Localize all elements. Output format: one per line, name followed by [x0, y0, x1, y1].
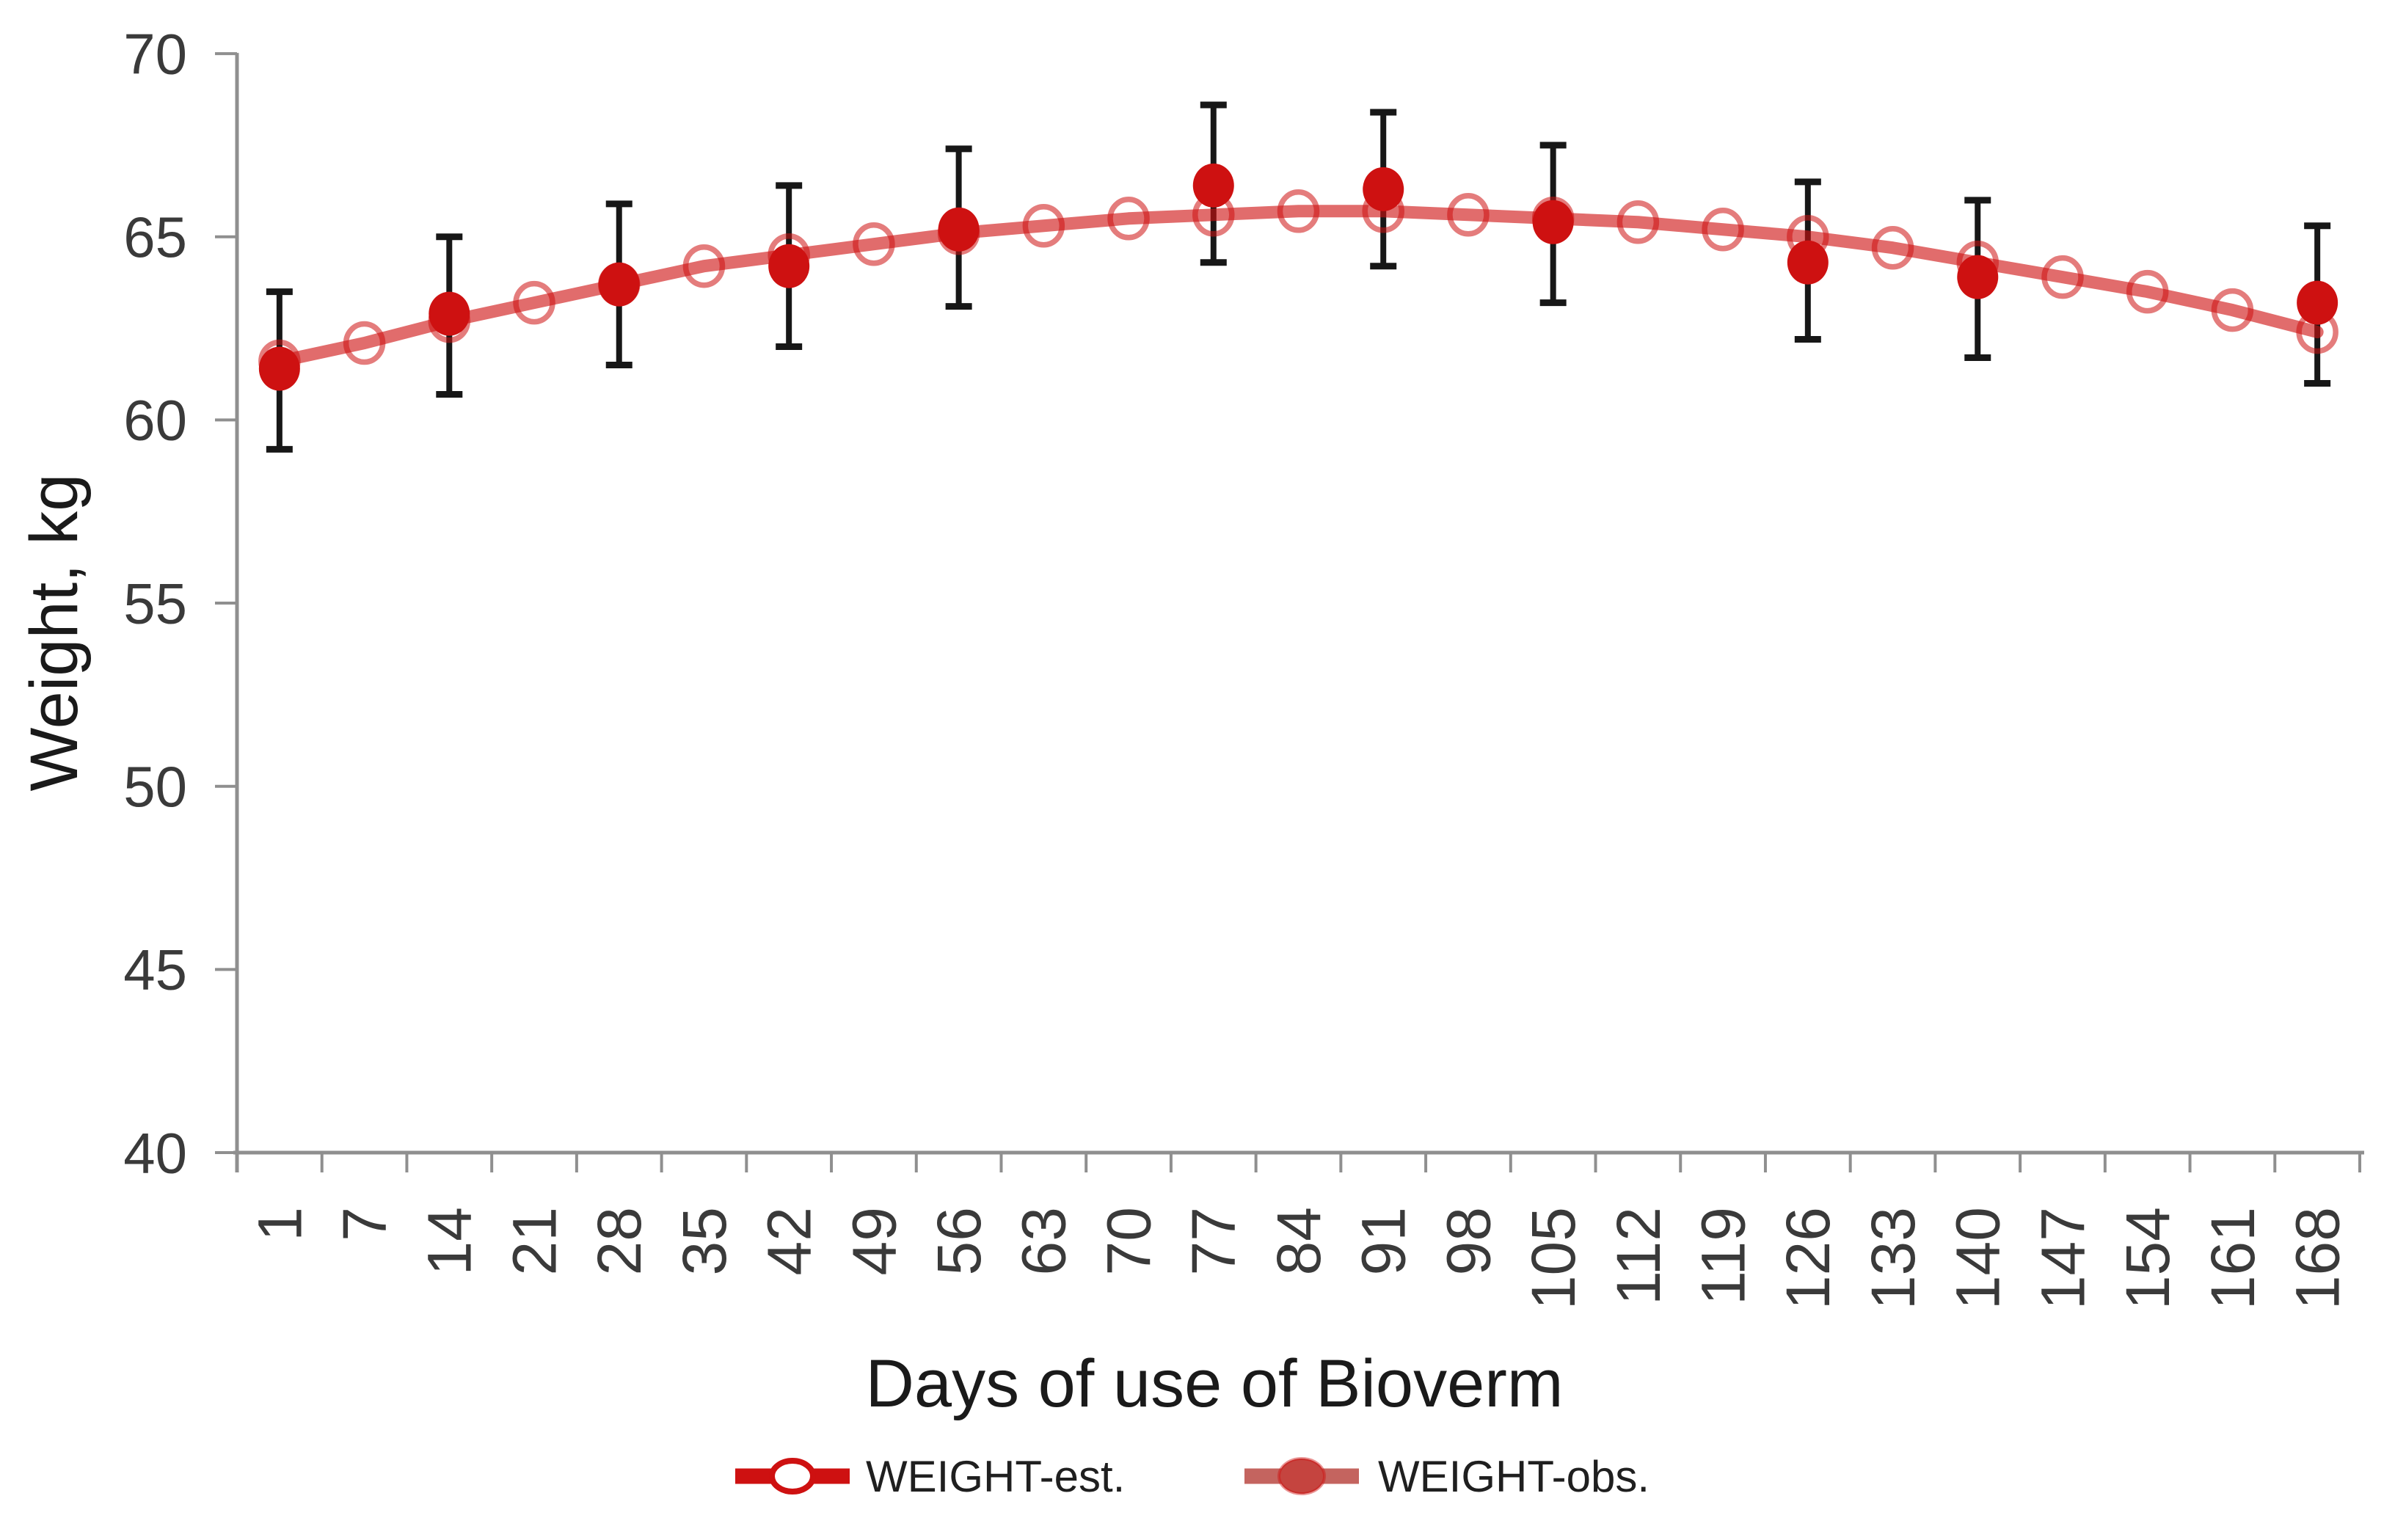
est-open-marker: [343, 321, 386, 365]
est-open-marker: [682, 244, 726, 288]
obs-marker: [2297, 280, 2339, 325]
x-tick-label: 168: [2283, 1207, 2352, 1310]
legend: WEIGHT-est. WEIGHT-obs.: [735, 1452, 1649, 1501]
est-markers: [258, 189, 2339, 384]
y-tick-label: 70: [123, 21, 187, 86]
x-tick-label: 7: [330, 1207, 399, 1241]
y-tick-label: 60: [123, 388, 187, 453]
x-tick-label: 21: [500, 1207, 569, 1275]
obs-marker: [1192, 163, 1234, 208]
x-tick-label: 154: [2113, 1207, 2182, 1310]
x-tick-label: 42: [755, 1207, 824, 1275]
est-open-marker: [2211, 288, 2254, 332]
est-open-marker: [1447, 193, 1490, 237]
x-tick-label: 119: [1689, 1207, 1758, 1305]
legend-label-est: WEIGHT-est.: [866, 1452, 1125, 1501]
x-tick-label: 91: [1349, 1207, 1418, 1275]
est-open-marker: [2041, 255, 2084, 299]
est-open-marker: [1022, 204, 1065, 248]
x-tick-label: 1: [245, 1207, 314, 1241]
data-series: [258, 101, 2339, 453]
x-tick-label: 133: [1859, 1207, 1928, 1310]
error-bars: [266, 101, 2331, 453]
x-tick-label: 35: [670, 1207, 739, 1275]
est-line: [273, 205, 2324, 368]
obs-marker: [258, 346, 300, 391]
est-open-marker: [1107, 197, 1150, 241]
obs-markers: [258, 163, 2339, 391]
legend-obs-filled-marker: [1277, 1457, 1326, 1495]
x-tick-label: 126: [1774, 1207, 1842, 1310]
obs-marker: [768, 244, 810, 288]
x-tick-label: 112: [1604, 1207, 1673, 1305]
est-open-marker: [2126, 269, 2169, 314]
x-tick-label: 14: [415, 1207, 484, 1275]
x-tick-label: 161: [2198, 1207, 2267, 1310]
x-axis-title: Days of use of Bioverm: [865, 1346, 1563, 1421]
legend-icons: [735, 1457, 1359, 1495]
obs-marker: [1532, 200, 1574, 244]
y-tick-label: 50: [123, 754, 187, 819]
obs-marker: [429, 291, 470, 336]
y-tick-label: 65: [123, 205, 187, 269]
x-tick-label: 77: [1179, 1207, 1248, 1275]
y-axis-title: Weight, kg: [17, 474, 92, 792]
est-open-marker: [1616, 200, 1660, 244]
x-tick-label: 63: [1010, 1207, 1079, 1275]
est-open-marker: [853, 222, 895, 266]
x-tick-label: 84: [1264, 1207, 1333, 1275]
obs-marker: [1957, 255, 1999, 299]
x-tick-label: 70: [1094, 1207, 1163, 1275]
x-tick-label: 147: [2028, 1207, 2097, 1310]
x-tick-label: 105: [1519, 1207, 1588, 1310]
y-tick-label: 40: [123, 1120, 187, 1185]
est-open-marker: [1277, 189, 1320, 233]
obs-marker: [1363, 167, 1404, 211]
obs-marker: [1787, 240, 1829, 285]
est-open-marker: [1702, 208, 1744, 252]
x-tick-label: 56: [925, 1207, 994, 1275]
est-open-marker: [1871, 225, 1914, 270]
legend-est-open-marker: [769, 1458, 816, 1495]
obs-marker: [938, 207, 980, 252]
obs-marker: [598, 262, 640, 307]
x-tick-label: 28: [585, 1207, 654, 1275]
x-tick-label: 49: [839, 1207, 908, 1275]
x-tick-label: 140: [1944, 1207, 2013, 1310]
y-tick-label: 45: [123, 938, 187, 1002]
legend-label-obs: WEIGHT-obs.: [1378, 1452, 1649, 1501]
est-open-marker: [513, 280, 555, 325]
x-tick-label: 98: [1434, 1207, 1503, 1275]
y-tick-label: 55: [123, 571, 187, 635]
